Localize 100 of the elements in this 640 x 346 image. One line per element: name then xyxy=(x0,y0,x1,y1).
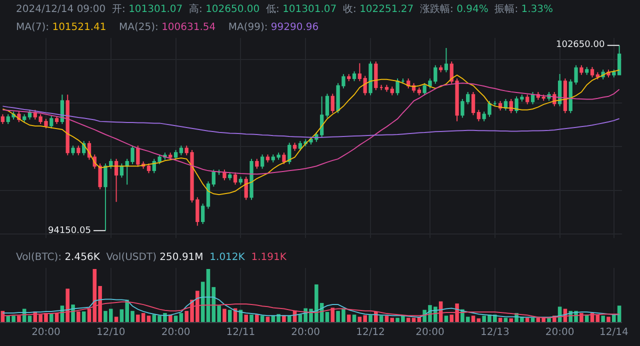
bar xyxy=(325,312,330,322)
candlestick xyxy=(358,62,362,82)
text: 1.012K xyxy=(210,252,246,263)
bar xyxy=(17,316,21,322)
bar xyxy=(260,316,264,322)
candlestick xyxy=(168,152,172,160)
text: 0.94% xyxy=(456,4,488,15)
bar xyxy=(114,316,118,322)
text: 振幅: xyxy=(494,3,518,15)
candlestick xyxy=(417,86,421,96)
text: 250.91M xyxy=(160,252,204,263)
x-tick-label: 20:00 xyxy=(161,327,190,338)
x-tick-label: 20:00 xyxy=(32,327,60,338)
bar xyxy=(66,288,70,322)
bar xyxy=(346,314,351,322)
bar xyxy=(87,308,92,322)
candlestick xyxy=(352,70,356,82)
candlestick xyxy=(255,158,259,170)
candlestick xyxy=(22,114,26,123)
candlestick xyxy=(563,78,568,114)
text: 101301.07 xyxy=(282,4,337,15)
bar xyxy=(28,316,32,322)
candlestick xyxy=(422,82,426,96)
bar xyxy=(228,310,232,322)
candlestick xyxy=(526,94,530,105)
bar xyxy=(222,308,226,322)
candlestick xyxy=(233,172,238,186)
candlestick xyxy=(179,145,184,156)
candlestick xyxy=(596,72,600,80)
candlestick xyxy=(206,180,210,210)
x-tick-label: 20:00 xyxy=(291,327,320,338)
bar xyxy=(174,316,178,322)
bar xyxy=(146,316,151,322)
x-tick-label: 12/13 xyxy=(480,327,510,338)
bar xyxy=(287,316,292,322)
candlestick xyxy=(120,162,124,178)
bar xyxy=(471,316,476,322)
candlestick xyxy=(217,169,221,176)
candlestick xyxy=(98,162,102,190)
text: 高: xyxy=(189,3,202,15)
bar xyxy=(76,311,80,322)
candlestick xyxy=(542,94,546,102)
text: 低: xyxy=(266,4,280,15)
candlestick xyxy=(212,169,216,188)
candlestick xyxy=(282,152,286,165)
x-tick-label: 12/14 xyxy=(599,327,628,338)
candlestick xyxy=(238,176,243,186)
candlestick xyxy=(379,84,384,91)
text: MA(25): xyxy=(119,22,158,33)
text: 收: xyxy=(343,4,356,15)
text: 100631.54 xyxy=(162,22,216,33)
candlestick xyxy=(325,93,330,118)
bar xyxy=(444,316,448,322)
candlestick xyxy=(612,69,616,78)
candlestick xyxy=(390,86,394,96)
candlestick xyxy=(298,140,302,152)
candlestick xyxy=(288,142,292,165)
candlestick xyxy=(201,203,205,225)
candlestick xyxy=(590,66,594,78)
candlestick xyxy=(50,116,54,129)
candlestick xyxy=(363,75,367,96)
candlestick xyxy=(401,78,405,84)
candlestick xyxy=(114,158,118,202)
candlestick xyxy=(244,176,248,200)
candlestick xyxy=(174,149,178,160)
x-tick-label: 12/11 xyxy=(226,327,256,338)
text: 2024/12/14 09:00 xyxy=(16,4,106,15)
text: 102251.27 xyxy=(360,4,414,15)
text: 2.456K xyxy=(64,252,100,263)
candlestick xyxy=(60,94,64,125)
candlestick xyxy=(76,145,80,156)
candlestick xyxy=(617,44,622,76)
candlestick xyxy=(228,172,232,181)
candlestick xyxy=(580,64,584,76)
text: 涨跌幅: xyxy=(420,3,454,15)
text: Vol(BTC): xyxy=(16,252,62,263)
candlestick xyxy=(384,84,389,92)
bar xyxy=(368,315,372,322)
text: 101521.41 xyxy=(52,22,106,33)
text: 101301.07 xyxy=(128,4,183,15)
bar xyxy=(379,316,384,322)
candlestick xyxy=(347,74,351,82)
x-tick-label: 12/10 xyxy=(96,327,126,338)
candlestick xyxy=(368,61,372,96)
x-tick-label: 12/12 xyxy=(356,327,385,338)
bar xyxy=(179,313,184,322)
candlestick xyxy=(330,93,334,114)
text: 1.191K xyxy=(251,252,287,263)
candlestick xyxy=(292,142,297,152)
candlestick xyxy=(476,109,480,122)
bar xyxy=(244,314,248,322)
bar xyxy=(82,311,86,322)
text: MA(99): xyxy=(228,22,268,33)
x-tick-label: 20:00 xyxy=(545,327,574,338)
candlestick xyxy=(504,98,508,112)
candlestick xyxy=(250,158,254,200)
candlestick xyxy=(444,48,448,73)
bar xyxy=(250,314,254,322)
bar xyxy=(547,318,551,322)
candlestick xyxy=(438,64,443,73)
